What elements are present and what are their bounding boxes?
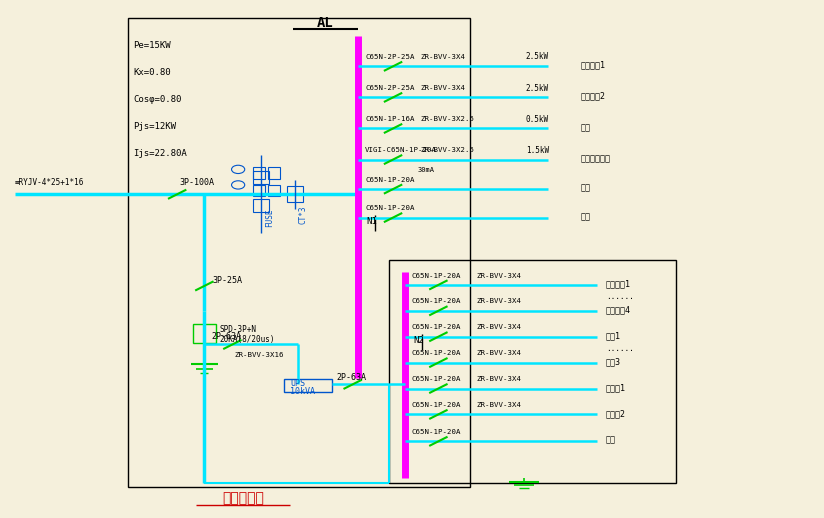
Text: 3P-25A: 3P-25A bbox=[213, 276, 242, 285]
Bar bbox=[253, 199, 269, 212]
Bar bbox=[389, 260, 676, 483]
Text: ≡RYJV-4*25+1*16: ≡RYJV-4*25+1*16 bbox=[15, 178, 84, 188]
Bar bbox=[193, 324, 216, 343]
Text: 消防: 消防 bbox=[581, 183, 591, 193]
Text: 柜式空剀1: 柜式空剀1 bbox=[581, 61, 606, 70]
Text: C65N-2P-25A: C65N-2P-25A bbox=[365, 54, 414, 60]
Text: C65N-1P-16A: C65N-1P-16A bbox=[365, 116, 414, 122]
Text: 配电系统图: 配电系统图 bbox=[222, 491, 264, 506]
Text: Pe=15KW: Pe=15KW bbox=[133, 41, 171, 50]
Text: ......: ...... bbox=[606, 343, 634, 353]
Text: 市电维修插座: 市电维修插座 bbox=[581, 154, 611, 163]
Bar bbox=[287, 186, 303, 202]
Text: N1: N1 bbox=[367, 217, 377, 226]
Text: ZR-BVV-3X4: ZR-BVV-3X4 bbox=[476, 350, 522, 356]
Text: 2P-63A: 2P-63A bbox=[336, 372, 366, 382]
Text: ZR-BVV-3X4: ZR-BVV-3X4 bbox=[476, 324, 522, 330]
Text: ZR-BVV-3X4: ZR-BVV-3X4 bbox=[420, 85, 466, 91]
Text: ZR-BVV-3X4: ZR-BVV-3X4 bbox=[476, 298, 522, 305]
Text: C65N-1P-20A: C65N-1P-20A bbox=[412, 298, 461, 305]
Text: C65N-2P-25A: C65N-2P-25A bbox=[365, 85, 414, 91]
Text: C65N-1P-20A: C65N-1P-20A bbox=[412, 350, 461, 356]
Text: 2.5kW: 2.5kW bbox=[526, 52, 549, 62]
Bar bbox=[268, 185, 280, 196]
Bar bbox=[128, 18, 470, 487]
Text: Ijs=22.80A: Ijs=22.80A bbox=[133, 149, 187, 158]
Text: 30mA: 30mA bbox=[418, 167, 435, 173]
Text: ZR-BVV-3X4: ZR-BVV-3X4 bbox=[476, 402, 522, 408]
Bar bbox=[268, 167, 280, 179]
Text: 大屈1: 大屈1 bbox=[606, 331, 620, 340]
Text: ZR-BVV-3X4: ZR-BVV-3X4 bbox=[476, 376, 522, 382]
Text: C65N-1P-20A: C65N-1P-20A bbox=[412, 324, 461, 330]
Text: 机柜插座1: 机柜插座1 bbox=[606, 279, 630, 289]
Text: 大屈3: 大屈3 bbox=[606, 357, 620, 366]
Text: Pjs=12KW: Pjs=12KW bbox=[133, 122, 176, 131]
Text: CT*3: CT*3 bbox=[298, 206, 307, 224]
Text: ZR-BVV-3X2.5: ZR-BVV-3X2.5 bbox=[420, 116, 475, 122]
Text: ZR-BVV-3X4: ZR-BVV-3X4 bbox=[476, 272, 522, 279]
Text: 监控台1: 监控台1 bbox=[606, 383, 625, 392]
Text: ZR-BVV-3X2.5: ZR-BVV-3X2.5 bbox=[420, 147, 475, 153]
Text: UPS: UPS bbox=[290, 379, 305, 388]
Text: N2: N2 bbox=[414, 336, 424, 346]
Text: C65N-1P-20A: C65N-1P-20A bbox=[365, 177, 414, 183]
Text: C65N-1P-20A: C65N-1P-20A bbox=[412, 272, 461, 279]
Text: 机柜插座4: 机柜插座4 bbox=[606, 305, 630, 314]
Text: 2P-63A: 2P-63A bbox=[211, 332, 241, 341]
Text: FUSE: FUSE bbox=[265, 208, 274, 227]
Text: ......: ...... bbox=[606, 292, 634, 301]
Text: 监控台2: 监控台2 bbox=[606, 409, 625, 418]
Text: 备用: 备用 bbox=[581, 212, 591, 221]
Text: 备用: 备用 bbox=[606, 436, 616, 445]
Bar bbox=[253, 185, 265, 196]
Text: VIGI-C65N-1P-20A: VIGI-C65N-1P-20A bbox=[365, 147, 437, 153]
Text: AL: AL bbox=[317, 16, 334, 31]
Text: Cosφ=0.80: Cosφ=0.80 bbox=[133, 95, 182, 104]
Bar bbox=[253, 171, 269, 184]
Text: 0.5kW: 0.5kW bbox=[526, 114, 549, 124]
Text: 1.5kW: 1.5kW bbox=[526, 146, 549, 155]
Text: 照明: 照明 bbox=[581, 123, 591, 132]
Text: Kx=0.80: Kx=0.80 bbox=[133, 68, 171, 77]
Text: C65N-1P-20A: C65N-1P-20A bbox=[412, 429, 461, 435]
Text: 3P-100A: 3P-100A bbox=[180, 178, 214, 188]
Text: C65N-1P-20A: C65N-1P-20A bbox=[412, 376, 461, 382]
Text: ZR-BVV-3X16: ZR-BVV-3X16 bbox=[235, 352, 284, 358]
Text: C65N-1P-20A: C65N-1P-20A bbox=[365, 205, 414, 211]
Bar bbox=[284, 379, 332, 392]
Text: 20KA(8/20us): 20KA(8/20us) bbox=[219, 335, 274, 344]
Text: 2.5kW: 2.5kW bbox=[526, 83, 549, 93]
Text: C65N-1P-20A: C65N-1P-20A bbox=[412, 402, 461, 408]
Text: 10kVA: 10kVA bbox=[290, 387, 315, 396]
Text: SPD-3P+N: SPD-3P+N bbox=[219, 325, 256, 335]
Text: 柜式空剀2: 柜式空剀2 bbox=[581, 92, 606, 101]
Text: ZR-BVV-3X4: ZR-BVV-3X4 bbox=[420, 54, 466, 60]
Bar bbox=[253, 167, 265, 179]
